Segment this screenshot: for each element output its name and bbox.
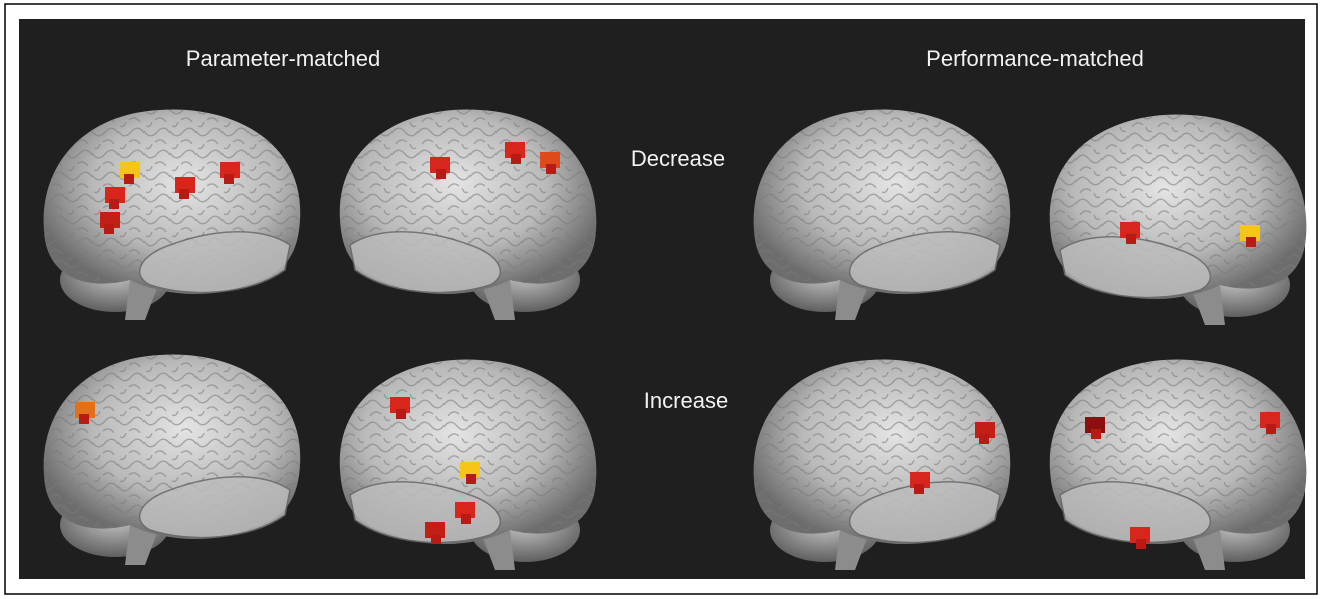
row-label: Increase xyxy=(644,388,728,413)
activation xyxy=(396,409,406,419)
activation xyxy=(511,154,521,164)
activation xyxy=(124,174,134,184)
row-label: Decrease xyxy=(631,146,725,171)
activation xyxy=(461,514,471,524)
activation xyxy=(1136,539,1146,549)
activation xyxy=(224,174,234,184)
activation xyxy=(179,189,189,199)
activation xyxy=(914,484,924,494)
figure: Parameter-matched Performance-matched De… xyxy=(0,0,1323,599)
column-title: Parameter-matched xyxy=(186,46,380,71)
activation xyxy=(109,199,119,209)
activation xyxy=(466,474,476,484)
activation xyxy=(431,534,441,544)
activation xyxy=(436,169,446,179)
activation xyxy=(1246,237,1256,247)
activation xyxy=(546,164,556,174)
activation xyxy=(1266,424,1276,434)
activation xyxy=(979,434,989,444)
activation xyxy=(79,414,89,424)
activation xyxy=(1091,429,1101,439)
activation xyxy=(1126,234,1136,244)
activation xyxy=(104,224,114,234)
page: Parameter-matched Performance-matched De… xyxy=(0,0,1323,599)
column-title: Performance-matched xyxy=(926,46,1144,71)
